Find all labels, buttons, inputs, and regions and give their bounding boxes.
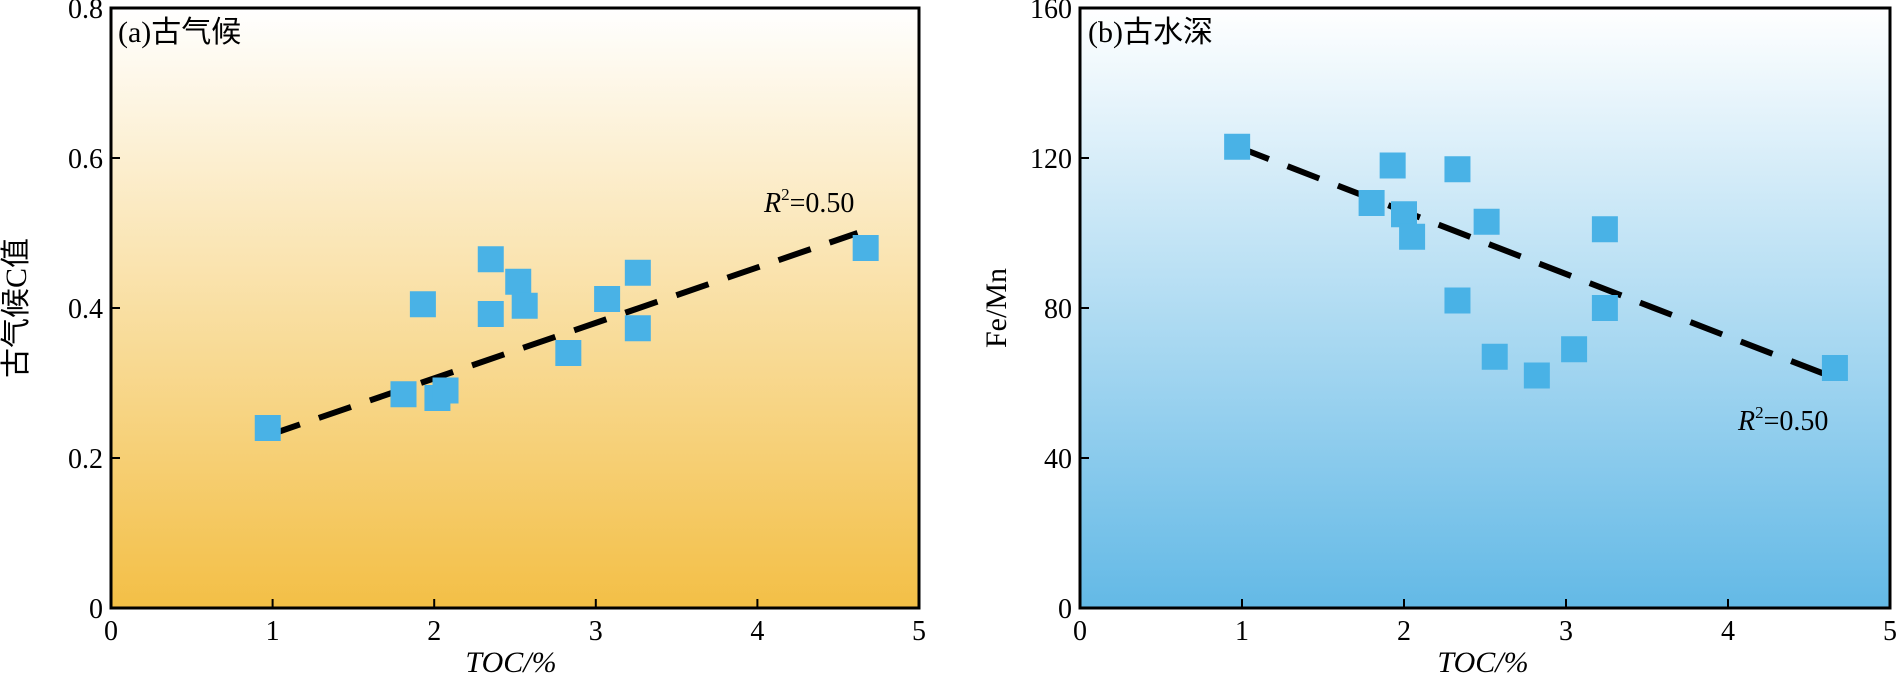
panel-b-data-point [1473,208,1500,235]
panel-a-x-tick-label: 4 [750,616,764,647]
panel-b-data-point [1379,152,1406,179]
panel-a-data-point [477,301,504,327]
panel-b-y-tick-label: 160 [1030,0,1072,25]
panel-b-r2-value: =0.50 [1764,406,1829,437]
panel-a-data-point [477,246,504,273]
panel-b-data-point [1591,295,1618,321]
panel-a-y-tick-label: 0.8 [68,0,103,25]
panel-b-plot-area [1078,6,1892,610]
panel-a-r2-symbol: R [763,188,781,219]
panel-a-r2-superscript: 2 [781,185,790,204]
panel-a-data-point [505,268,532,295]
panel-a: 0 1 2 3 4 5 0 0.2 0.4 0.6 0.8 (a)古气候 TOC/% 古气候C值 R… [0,0,926,679]
panel-a-data-point [511,292,538,319]
panel-a-data-point [624,259,651,286]
panel-a-r2-label: R2=0.50 [763,185,854,219]
panel-a-y-axis-label: 古气候C值 [0,238,33,378]
panel-a-data-point [254,415,281,441]
panel-b-x-tick-label: 4 [1721,616,1735,647]
panel-b-data-point [1444,156,1471,183]
panel-a-y-tick-label: 0.6 [68,144,103,175]
panel-a-title: (a)古气候 [118,16,241,49]
panel-b-y-tick-label: 120 [1030,144,1072,175]
panel-b-x-tick-label: 2 [1397,616,1411,647]
panel-b-data-point [1444,287,1471,314]
panel-a-data-point [594,286,621,312]
panel-a-x-tick-label: 3 [589,616,603,647]
panel-b-x-tick-label: 1 [1235,616,1249,647]
panel-b-data-point [1591,216,1618,243]
panel-b-y-tick-label: 0 [1058,594,1072,625]
panel-a-r2-value: =0.50 [790,188,855,219]
panel-b-y-axis-label: Fe/Mn [980,268,1013,348]
panel-b-r2-label: R2=0.50 [1737,403,1828,437]
panel-a-data-point [432,377,459,404]
panel-b-x-axis-label: TOC/% [1437,646,1528,679]
panel-a-x-tick-label: 5 [912,616,926,647]
panel-b-data-point [1399,223,1426,250]
panel-a-data-point [555,340,582,366]
panel-b-r2-symbol: R [1737,406,1755,437]
panel-a-x-tick-label: 1 [266,616,280,647]
panel-a-data-point [624,315,651,342]
panel-b-data-point [1391,201,1417,228]
panel-b-data-point [1358,190,1385,216]
panel-a-y-tick-label: 0.4 [68,294,103,325]
panel-b-x-tick-label: 3 [1559,616,1573,647]
panel-b-data-point [1523,362,1550,389]
panel-a-x-axis-label: TOC/% [465,646,556,679]
panel-a-y-tick-label: 0.2 [68,444,103,475]
panel-b-data-point [1821,355,1848,381]
panel-b-x-tick-label: 0 [1073,616,1087,647]
panel-b-data-point [1481,343,1508,370]
panel-b-r2-superscript: 2 [1755,403,1764,422]
panel-a-data-point [390,381,417,408]
panel-a-data-point [409,291,436,318]
panel-b-y-tick-label: 80 [1044,294,1072,325]
panel-a-x-tick-label: 0 [104,616,118,647]
panel-b-x-tick-label: 5 [1883,616,1897,647]
panel-a-data-point [852,235,879,261]
panel-b-title: (b)古水深 [1088,16,1213,49]
panel-b-data-point [1561,336,1588,363]
panel-b-y-tick-label: 40 [1044,444,1072,475]
panel-a-fit-line [266,230,859,439]
panel-a-y-tick-label: 0 [89,594,103,625]
panel-b-data-point [1224,133,1251,160]
panel-a-x-tick-label: 2 [427,616,441,647]
